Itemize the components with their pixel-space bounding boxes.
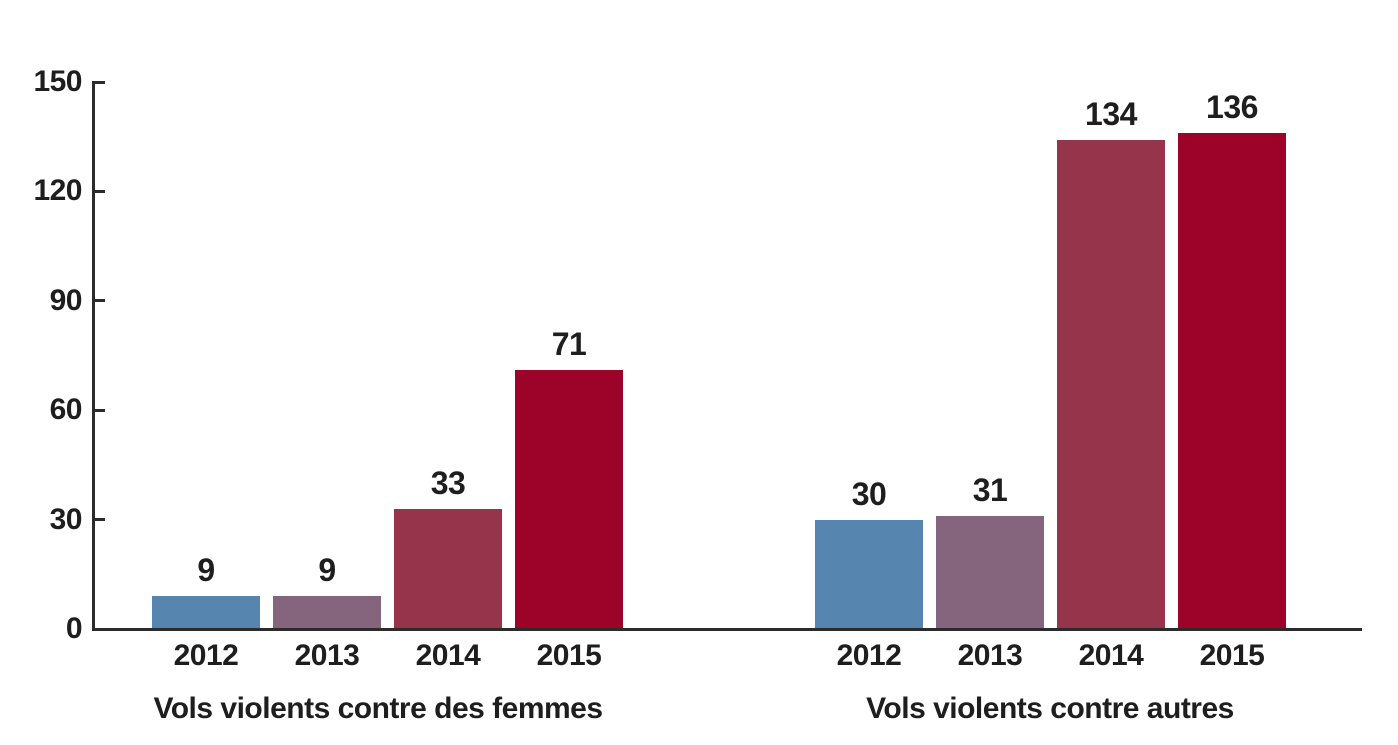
bar-value-label: 30 <box>851 476 887 512</box>
y-tick-label: 90 <box>49 283 83 317</box>
y-tick-label: 0 <box>65 612 83 645</box>
group-caption-autres: Vols violents contre autres <box>866 692 1234 725</box>
bar-2013-group2 <box>936 516 1044 628</box>
bar-value-label: 33 <box>430 465 466 501</box>
y-tick-mark <box>92 408 105 412</box>
bar-2014-group2 <box>1057 140 1165 628</box>
bar-2012-group2 <box>815 520 923 628</box>
y-tick-mark <box>92 299 105 303</box>
bar-value-label: 71 <box>551 326 587 362</box>
x-tick-label: 2013 <box>957 639 1023 672</box>
y-tick-label: 60 <box>49 393 83 427</box>
bar-2015-group1 <box>515 370 623 628</box>
y-tick-mark <box>92 189 105 193</box>
bar-value-label: 9 <box>197 552 215 588</box>
y-tick-label: 30 <box>49 502 83 536</box>
group-caption-femmes: Vols violents contre des femmes <box>153 692 603 725</box>
x-tick-label: 2014 <box>415 639 481 672</box>
bar-2012-group1 <box>152 596 260 628</box>
bar-value-label: 31 <box>972 472 1008 508</box>
y-tick-label: 120 <box>33 174 82 208</box>
bar-value-label: 9 <box>318 552 336 588</box>
x-axis-line <box>92 628 1362 631</box>
bar-2015-group2 <box>1178 133 1286 628</box>
bar-2013-group1 <box>273 596 381 628</box>
y-tick-label: 150 <box>33 65 82 98</box>
x-tick-label: 2015 <box>1199 639 1265 672</box>
x-tick-label: 2013 <box>294 639 360 672</box>
y-axis-line <box>92 82 95 631</box>
y-tick-mark <box>92 518 105 522</box>
bar-2014-group1 <box>394 509 502 628</box>
x-tick-label: 2012 <box>173 639 239 672</box>
bar-value-label: 134 <box>1085 96 1137 132</box>
x-tick-label: 2012 <box>836 639 902 672</box>
y-tick-mark <box>92 80 105 84</box>
x-tick-label: 2015 <box>536 639 602 672</box>
x-tick-label: 2014 <box>1078 639 1144 672</box>
bar-value-label: 136 <box>1206 89 1258 125</box>
